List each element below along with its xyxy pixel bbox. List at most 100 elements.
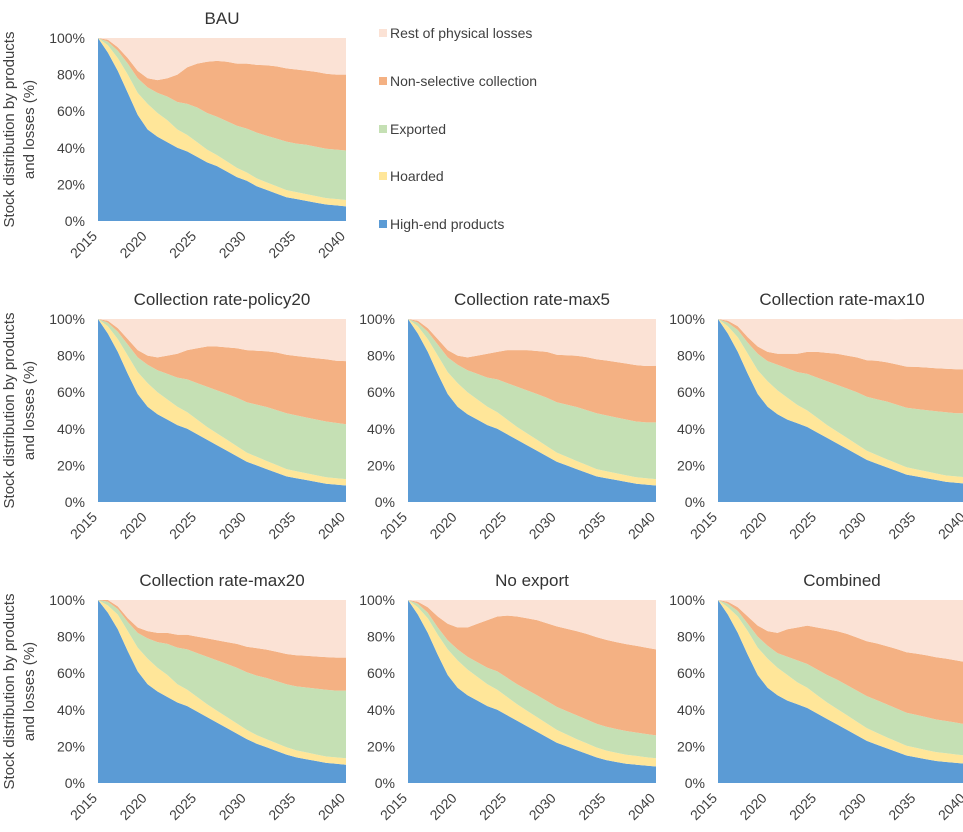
y-tick-label: 80% <box>677 629 705 645</box>
x-tick-label: 2040 <box>625 509 658 542</box>
y-axis-label: Stock distribution by products <box>1 313 18 509</box>
y-tick-label: 100% <box>49 311 85 327</box>
x-tick-label: 2035 <box>265 790 298 823</box>
chart-panel: No export 0% 20% 40% 60% 80% 100% 2015 2020 2025 2… <box>359 571 658 823</box>
chart-panel: Collection rate-max5 0% 20% 40% 60% 80% 100% 20… <box>359 290 658 542</box>
x-tick-label: 2035 <box>265 509 298 542</box>
x-tick-label: 2030 <box>526 509 559 542</box>
y-tick-label: 0% <box>65 213 85 229</box>
x-tick-label: 2020 <box>736 790 769 823</box>
y-tick-label: 0% <box>65 494 85 510</box>
x-tick-label: 2025 <box>166 790 199 823</box>
legend-swatch-hoarded <box>379 172 387 180</box>
legend-swatch-exported <box>379 125 387 133</box>
x-tick-label: 2040 <box>315 509 348 542</box>
y-tick-label: 20% <box>677 738 705 754</box>
x-tick-label: 2025 <box>786 790 819 823</box>
x-tick-label: 2035 <box>885 790 918 823</box>
chart-title: Collection rate-max20 <box>139 571 304 590</box>
x-tick-label: 2030 <box>836 790 869 823</box>
y-axis-label: and losses (%) <box>21 642 38 741</box>
x-tick-label: 2015 <box>687 790 720 823</box>
y-tick-label: 80% <box>367 629 395 645</box>
y-tick-label: 80% <box>677 348 705 364</box>
chart-panel: Collection rate-policy20 0% 20% 40% 60% 80% 10… <box>1 290 348 542</box>
y-tick-label: 80% <box>57 67 85 83</box>
y-tick-label: 40% <box>677 421 705 437</box>
y-tick-label: 20% <box>57 738 85 754</box>
y-tick-label: 20% <box>367 457 395 473</box>
x-tick-label: 2035 <box>575 509 608 542</box>
x-tick-label: 2015 <box>67 509 100 542</box>
x-tick-label: 2035 <box>265 228 298 261</box>
y-tick-label: 100% <box>49 30 85 46</box>
x-tick-label: 2025 <box>476 509 509 542</box>
y-tick-label: 100% <box>669 311 705 327</box>
x-tick-label: 2030 <box>216 790 249 823</box>
y-tick-label: 80% <box>57 348 85 364</box>
x-tick-label: 2015 <box>67 790 100 823</box>
y-tick-label: 40% <box>367 421 395 437</box>
chart-title: BAU <box>205 9 240 28</box>
chart-panel: BAU 0% 20% 40% 60% 80% 100% 2015 2020 2025 2030 203… <box>1 9 348 261</box>
legend-label: Non-selective collection <box>390 73 537 89</box>
y-axis-label: Stock distribution by products <box>1 32 18 228</box>
x-tick-label: 2015 <box>687 509 720 542</box>
x-tick-label: 2025 <box>166 228 199 261</box>
x-tick-label: 2015 <box>377 509 410 542</box>
y-tick-label: 40% <box>57 421 85 437</box>
y-tick-label: 80% <box>57 629 85 645</box>
y-tick-label: 80% <box>367 348 395 364</box>
y-axis-label: and losses (%) <box>21 80 38 179</box>
y-tick-label: 20% <box>57 457 85 473</box>
y-tick-label: 100% <box>669 592 705 608</box>
x-tick-label: 2035 <box>885 509 918 542</box>
chart-panel: Combined 0% 20% 40% 60% 80% 100% 2015 2020 2025 20… <box>669 571 963 823</box>
x-tick-label: 2020 <box>116 228 149 261</box>
x-tick-label: 2040 <box>935 509 963 542</box>
x-tick-label: 2020 <box>116 509 149 542</box>
x-tick-label: 2030 <box>216 228 249 261</box>
legend-swatch-nonsel <box>379 77 387 85</box>
y-tick-label: 20% <box>57 176 85 192</box>
x-tick-label: 2040 <box>315 790 348 823</box>
y-tick-label: 40% <box>677 702 705 718</box>
x-tick-label: 2040 <box>315 228 348 261</box>
x-tick-label: 2015 <box>67 228 100 261</box>
y-tick-label: 60% <box>677 384 705 400</box>
x-tick-label: 2025 <box>476 790 509 823</box>
y-tick-label: 40% <box>367 702 395 718</box>
y-tick-label: 100% <box>359 592 395 608</box>
y-tick-label: 60% <box>57 103 85 119</box>
y-tick-label: 60% <box>677 665 705 681</box>
y-tick-label: 0% <box>685 775 705 791</box>
y-tick-label: 60% <box>367 665 395 681</box>
y-tick-label: 20% <box>367 738 395 754</box>
chart-panel: Collection rate-max10 0% 20% 40% 60% 80% 100% 2… <box>669 290 963 542</box>
x-tick-label: 2020 <box>426 509 459 542</box>
y-tick-label: 0% <box>685 494 705 510</box>
legend-label: Rest of physical losses <box>390 25 532 41</box>
legend-swatch-rest <box>379 29 387 37</box>
x-tick-label: 2020 <box>736 509 769 542</box>
y-tick-label: 60% <box>57 665 85 681</box>
x-tick-label: 2020 <box>426 790 459 823</box>
x-tick-label: 2035 <box>575 790 608 823</box>
x-tick-label: 2030 <box>216 509 249 542</box>
x-tick-label: 2030 <box>836 509 869 542</box>
x-tick-label: 2025 <box>166 509 199 542</box>
y-tick-label: 100% <box>359 311 395 327</box>
y-tick-label: 40% <box>57 702 85 718</box>
y-axis-label: and losses (%) <box>21 361 38 460</box>
legend-swatch-highend <box>379 220 387 228</box>
x-tick-label: 2030 <box>526 790 559 823</box>
y-tick-label: 40% <box>57 140 85 156</box>
legend-label: High-end products <box>390 216 504 232</box>
x-tick-label: 2025 <box>786 509 819 542</box>
y-tick-label: 60% <box>57 384 85 400</box>
chart-title: Combined <box>803 571 881 590</box>
x-tick-label: 2040 <box>625 790 658 823</box>
y-tick-label: 0% <box>65 775 85 791</box>
x-tick-label: 2015 <box>377 790 410 823</box>
